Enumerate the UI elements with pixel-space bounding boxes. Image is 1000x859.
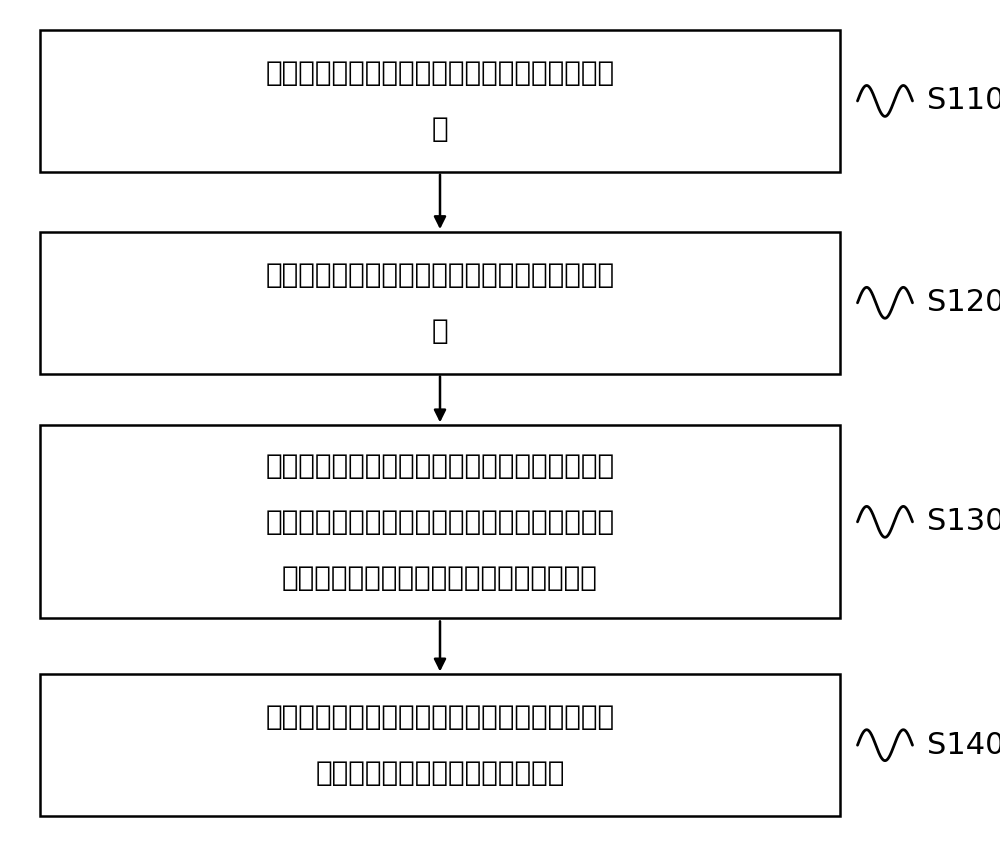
Text: S140: S140 (927, 731, 1000, 759)
Text: S110: S110 (927, 87, 1000, 115)
Bar (40, 425, 840, 618)
Bar (40, 232, 840, 374)
Text: 模型输出的每一类型的偏好特征对应的权重: 模型输出的每一类型的偏好特征对应的权重 (282, 564, 598, 592)
Text: S130: S130 (927, 508, 1000, 536)
Text: 基于用户的历史数据确定用户的长期内容偏好特: 基于用户的历史数据确定用户的长期内容偏好特 (265, 59, 615, 87)
Text: 征: 征 (432, 317, 448, 344)
Text: 用户内容偏好融合模型，获得用户内容偏好融合: 用户内容偏好融合模型，获得用户内容偏好融合 (265, 508, 615, 536)
Text: 将长期内容偏好特征和短期内容偏好特征输入至: 将长期内容偏好特征和短期内容偏好特征输入至 (265, 452, 615, 480)
Text: 对应的权重，确定用户的内容偏好: 对应的权重，确定用户的内容偏好 (315, 759, 565, 787)
Text: 征: 征 (432, 115, 448, 143)
Bar (40, 30, 840, 172)
Bar (40, 674, 840, 816)
Text: S120: S120 (927, 289, 1000, 317)
Text: 基于每一类型的偏好特征和每一类型的偏好特征: 基于每一类型的偏好特征和每一类型的偏好特征 (265, 704, 615, 731)
Text: 基于用户的实时数据确定用户的短期内容偏好特: 基于用户的实时数据确定用户的短期内容偏好特 (265, 261, 615, 289)
